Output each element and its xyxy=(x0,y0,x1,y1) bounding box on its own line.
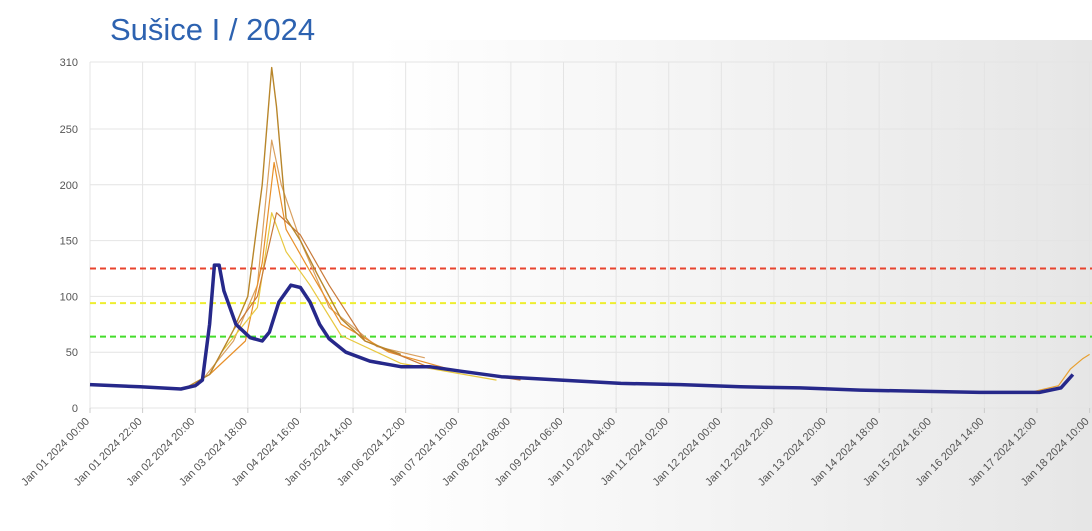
series-line xyxy=(233,212,521,381)
series-line xyxy=(197,139,425,387)
y-tick-label: 0 xyxy=(72,403,78,415)
series-line xyxy=(89,263,1075,395)
y-tick-label: 50 xyxy=(66,347,78,359)
y-tick-label: 310 xyxy=(60,57,78,69)
series-line xyxy=(1034,353,1090,392)
y-tick-label: 150 xyxy=(60,236,78,248)
background xyxy=(0,40,1092,531)
y-tick-label: 250 xyxy=(60,124,78,136)
y-tick-label: 100 xyxy=(60,291,78,303)
chart-title: Sušice I / 2024 xyxy=(110,12,315,47)
y-tick-label: 200 xyxy=(60,180,78,192)
series-line xyxy=(221,212,497,381)
